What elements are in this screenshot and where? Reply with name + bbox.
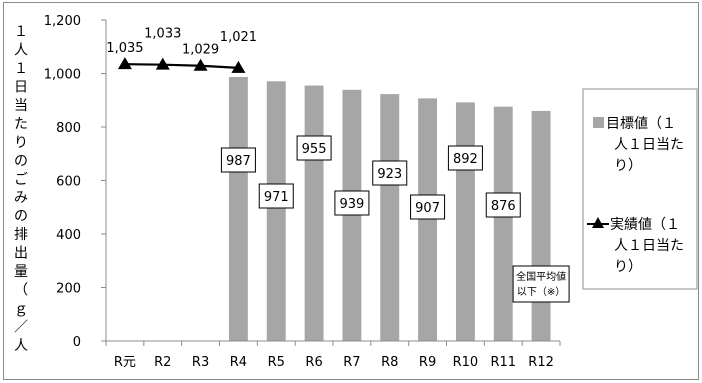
y-axis-title-char: ｇ — [14, 301, 28, 317]
x-tick-label: R8 — [381, 355, 398, 370]
y-axis-title-char: 当 — [14, 98, 28, 114]
target-data-label: 923 — [377, 167, 402, 182]
legend-triangle-marker — [592, 217, 604, 228]
x-tick-label: R3 — [192, 355, 209, 370]
y-axis-title-char: （ — [14, 283, 28, 299]
x-tick-label: R10 — [453, 355, 479, 370]
target-data-label: 971 — [264, 190, 289, 205]
y-axis-title-char: り — [14, 135, 28, 151]
y-tick-label: 0 — [73, 335, 81, 350]
annotation-text: 以下（※） — [517, 286, 565, 298]
y-axis-ticks: 0 200 400 600 800 1,000 1,200 — [44, 14, 106, 350]
y-axis-title-char: の — [14, 209, 28, 225]
actual-marker-r2 — [155, 57, 170, 70]
x-tick-label: R6 — [305, 355, 322, 370]
target-label-box — [258, 183, 294, 209]
actual-data-label: 1,035 — [106, 41, 143, 56]
actual-data-label: 1,021 — [220, 30, 257, 45]
target-data-label: 987 — [226, 154, 251, 169]
x-tick-label: R9 — [419, 355, 436, 370]
y-tick-label: 1,200 — [44, 14, 81, 29]
legend-actual-label: 人１日当た — [614, 238, 684, 254]
y-tick-label: 1,000 — [44, 68, 81, 83]
target-bar-r6 — [304, 85, 324, 341]
annotation-box — [512, 265, 570, 303]
y-axis-title-char: 人 — [14, 42, 28, 58]
actual-data-label: 1,029 — [182, 43, 219, 58]
bar-data-labels: 987 971 955 939 923 907 892 876 — [220, 135, 521, 220]
legend-actual-label: り） — [614, 259, 642, 275]
target-label-box — [410, 194, 446, 220]
target-bar-r9 — [418, 98, 438, 341]
target-label-box — [372, 160, 408, 186]
y-axis-title-char: 日 — [14, 79, 28, 95]
y-axis-title-char: １ — [14, 61, 28, 77]
x-tick-label: R2 — [154, 355, 171, 370]
axes — [105, 20, 560, 342]
target-bar-r8 — [380, 94, 400, 341]
y-axis-title-char: 排 — [14, 227, 28, 243]
target-data-label: 907 — [415, 201, 440, 216]
y-axis-title-char: 出 — [14, 246, 28, 262]
target-bar-r10 — [455, 102, 475, 341]
target-label-box — [334, 190, 370, 216]
y-tick-label: 400 — [56, 228, 81, 243]
target-bar-r11 — [493, 106, 513, 341]
target-label-box — [447, 145, 483, 171]
legend-target-label: 目標値（１ — [606, 116, 676, 132]
target-data-label: 955 — [302, 142, 327, 157]
legend-target-label: り） — [614, 158, 642, 174]
y-axis-title-char: １ — [14, 24, 28, 40]
x-axis-ticks: R元 R2 R3 R4 R5 R6 R7 R8 R9 R10 R11 R12 — [105, 341, 561, 370]
y-axis-title-char: ご — [14, 172, 28, 188]
x-tick-label: R11 — [490, 355, 516, 370]
legend-box — [582, 88, 698, 290]
y-tick-label: 200 — [56, 282, 81, 297]
actual-marker-r元 — [117, 57, 132, 70]
y-axis-title-char: の — [14, 153, 28, 169]
legend-actual-label: 実績値（１ — [610, 217, 680, 233]
x-tick-label: R7 — [343, 355, 360, 370]
annotation-text: 全国平均値 — [516, 270, 566, 283]
y-axis-title-char: 人 — [14, 338, 28, 354]
target-bar-r4 — [228, 76, 248, 341]
actual-line — [124, 63, 239, 69]
target-label-box — [296, 135, 332, 161]
y-axis-title-char: み — [14, 190, 28, 206]
target-data-label: 892 — [453, 152, 478, 167]
y-axis-title-char: ／ — [14, 320, 28, 336]
target-bar-r5 — [266, 81, 286, 341]
chart-frame: １ 人 １ 日当たりのごみの排出量（ｇ ／人 0 200 400 600 800 1,000 1,2… — [3, 2, 699, 380]
target-label-box — [220, 147, 256, 173]
y-axis-title-char: 量 — [14, 264, 28, 280]
legend-target-label: 人１日当た — [614, 137, 684, 153]
y-tick-label: 800 — [56, 121, 81, 136]
x-tick-label: R5 — [268, 355, 285, 370]
actual-marker-r3 — [193, 58, 208, 71]
target-bar-r12 — [531, 110, 551, 341]
x-tick-label: R元 — [114, 355, 136, 370]
y-axis-title-char: た — [14, 116, 28, 132]
actual-data-label: 1,033 — [144, 27, 181, 42]
y-tick-label: 600 — [56, 175, 81, 190]
target-data-label: 876 — [491, 199, 516, 214]
x-tick-label: R4 — [230, 355, 247, 370]
target-label-box — [485, 192, 521, 218]
actual-marker-r4 — [231, 60, 246, 73]
legend-bar-swatch — [593, 117, 604, 128]
x-tick-label: R12 — [528, 355, 554, 370]
target-data-label: 939 — [340, 197, 365, 212]
